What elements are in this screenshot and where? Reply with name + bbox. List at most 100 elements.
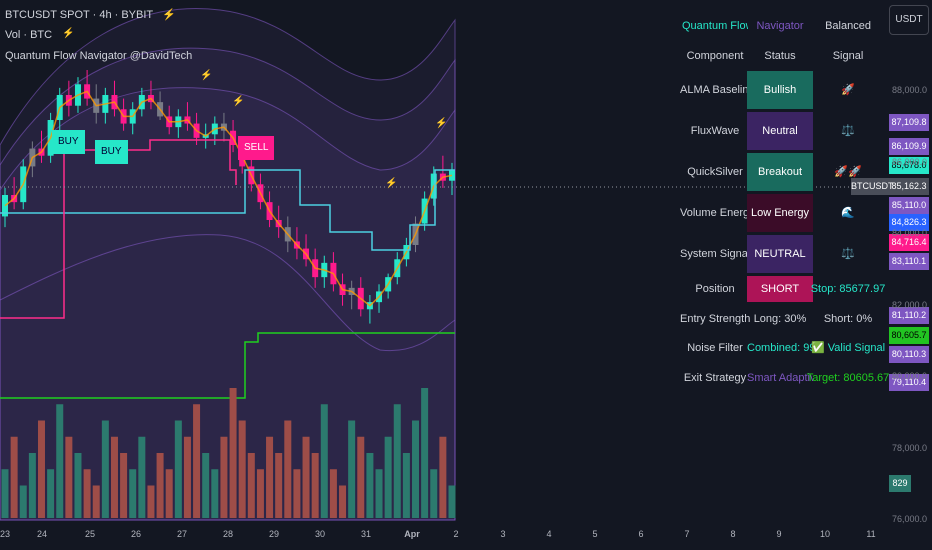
x-tick-label: 27 (176, 529, 188, 539)
volume-bar (138, 436, 146, 518)
volume-bar (311, 453, 319, 518)
volume-bar (448, 485, 456, 518)
table-status-cell: Breakout (747, 153, 813, 191)
volume-bar (357, 436, 365, 518)
currency-button[interactable]: USDT (889, 5, 929, 35)
volume-bar (421, 388, 429, 518)
symbol-text: BTCUSDT SPOT · 4h · BYBIT (5, 9, 153, 21)
x-tick-label: 26 (130, 529, 142, 539)
table-signal-cell: ✅ Valid Signal (810, 342, 886, 354)
price-badge: 85,162.3 (889, 178, 929, 195)
volume-bar (28, 453, 36, 518)
table-component-cell: System Signal (680, 248, 750, 260)
table-header-cell: Status (764, 50, 796, 62)
x-tick-label: 2 (453, 529, 459, 539)
table-component-cell: Exit Strategy (683, 372, 747, 384)
y-tick-label: 84,000.0 (892, 228, 928, 239)
x-tick-label: 30 (314, 529, 326, 539)
volume-bar (348, 420, 356, 518)
buy-signal-label: BUY (95, 140, 128, 164)
volume-bar (183, 436, 191, 518)
x-tick-label: 5 (592, 529, 598, 539)
candle-body (2, 195, 8, 217)
volume-bar (110, 436, 118, 518)
table-status-cell: Combined: 99% (747, 342, 813, 354)
x-tick-label: 8 (730, 529, 736, 539)
volume-bar (247, 453, 255, 518)
table-component-cell: Entry Strength (680, 313, 750, 325)
volume-bar (165, 469, 173, 518)
symbol-badge: BTCUSDT (851, 178, 894, 195)
sell-signal-label: SELL (238, 136, 275, 160)
price-badge: 87,109.8 (889, 114, 929, 131)
x-tick-label: 31 (360, 529, 372, 539)
volume-bar (320, 404, 328, 518)
x-tick-label: 3 (500, 529, 506, 539)
y-tick-label: 76,000.0 (892, 514, 928, 524)
alma-line (4, 90, 453, 307)
table-signal-cell: 🚀🚀 (834, 166, 862, 178)
volume-bar (412, 420, 420, 518)
volume-bar (402, 453, 410, 518)
volume-bar (256, 469, 264, 518)
volume-bar (74, 453, 82, 518)
table-component-cell: ALMA Baseline (680, 84, 750, 96)
y-tick-label: 86,000.0 (892, 156, 928, 167)
table-status-cell: Bullish (747, 71, 813, 109)
price-badge: 81,110.2 (889, 307, 929, 324)
volume-bar (393, 404, 401, 518)
volume-bar (229, 388, 237, 518)
table-signal-cell: ⚖️ (841, 125, 855, 137)
target-line (0, 332, 455, 399)
y-tick-label: 80,000.0 (892, 371, 928, 382)
volatility-band (0, 87, 456, 521)
volume-bar (211, 469, 219, 518)
table-component-cell: Volume Energy (680, 207, 750, 219)
volume-bar (37, 420, 45, 518)
volume-bar (47, 469, 55, 518)
volume-bar (129, 469, 137, 518)
volatility-band (0, 47, 456, 521)
table-signal-cell: Target: 80605.67 (806, 372, 890, 384)
x-tick-label: 25 (84, 529, 96, 539)
lightning-icon: ⚡ (232, 96, 245, 107)
table-component-cell: Noise Filter (687, 342, 743, 354)
price-badge: 85,110.0 (889, 197, 929, 214)
x-tick-label: 28 (222, 529, 234, 539)
table-component-cell: FluxWave (690, 125, 740, 137)
volume-bar (56, 404, 64, 518)
table-header-cell: Signal (832, 50, 864, 62)
volume-legend: Vol · BTC (5, 29, 53, 41)
lightning-icon: ⚡ (435, 118, 448, 129)
volume-badge: 829 (889, 475, 911, 492)
table-signal-cell: ⚖️ (841, 248, 855, 260)
volatility-band (0, 8, 456, 521)
x-tick-label: 29 (268, 529, 280, 539)
volume-bar (193, 404, 201, 518)
volume-bar (101, 420, 109, 518)
table-status-cell: Low Energy (747, 194, 813, 232)
volume-bar (174, 420, 182, 518)
volume-bar (266, 436, 274, 518)
symbol-title: BTCUSDT SPOT · 4h · BYBIT ⚡ (5, 8, 176, 21)
volume-bar (275, 453, 283, 518)
table-signal-cell: Short: 0% (823, 313, 873, 325)
table-status-cell: Neutral (747, 112, 813, 150)
y-tick-label: 88,000.0 (892, 85, 928, 96)
table-component-cell: Position (695, 283, 735, 295)
y-tick-label: 78,000.0 (892, 442, 928, 453)
volume-bar (293, 469, 301, 518)
price-badge: 80,605.7 (889, 327, 929, 344)
x-tick-label: 7 (684, 529, 690, 539)
price-badge: 79,110.4 (889, 374, 929, 391)
table-title-cell: Quantum Flow (682, 20, 748, 32)
volume-bar (238, 420, 246, 518)
volume-bar (83, 469, 91, 518)
price-badge: 84,716.4 (889, 234, 929, 251)
volume-bar (284, 420, 292, 518)
table-status-cell: NEUTRAL (747, 235, 813, 273)
volume-bar (329, 469, 337, 518)
stop-line (0, 139, 237, 319)
